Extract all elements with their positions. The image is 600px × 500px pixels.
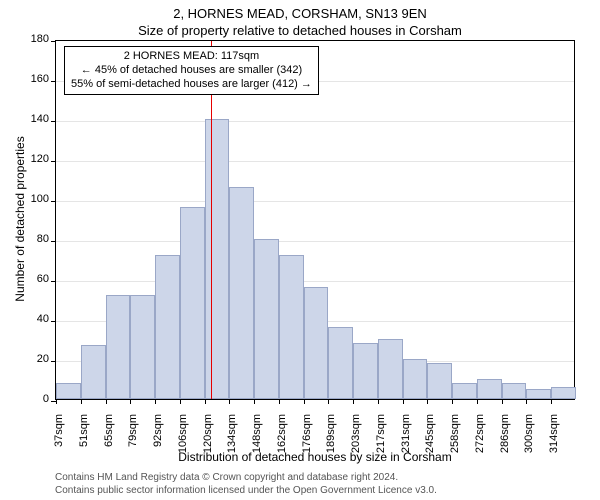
x-tick bbox=[551, 399, 552, 404]
x-tick bbox=[279, 399, 280, 404]
x-tick-label: 37sqm bbox=[53, 414, 65, 464]
x-tick-label: 120sqm bbox=[202, 414, 214, 464]
x-tick bbox=[452, 399, 453, 404]
x-tick-label: 300sqm bbox=[523, 414, 535, 464]
histogram-bar bbox=[106, 295, 131, 399]
x-tick-label: 162sqm bbox=[276, 414, 288, 464]
x-tick-label: 217sqm bbox=[375, 414, 387, 464]
callout-box: 2 HORNES MEAD: 117sqm← 45% of detached h… bbox=[64, 46, 319, 95]
y-tick bbox=[51, 361, 56, 362]
x-tick bbox=[304, 399, 305, 404]
histogram-bar bbox=[477, 379, 502, 399]
y-tick-label: 120 bbox=[23, 153, 49, 165]
histogram-bar bbox=[328, 327, 353, 399]
page-title-line2: Size of property relative to detached ho… bbox=[0, 21, 600, 38]
footer-line2: Contains public sector information licen… bbox=[55, 485, 437, 498]
x-tick bbox=[205, 399, 206, 404]
x-tick bbox=[328, 399, 329, 404]
histogram-bar bbox=[304, 287, 329, 399]
x-tick-label: 272sqm bbox=[474, 414, 486, 464]
x-tick bbox=[130, 399, 131, 404]
x-tick-label: 245sqm bbox=[424, 414, 436, 464]
x-tick-label: 51sqm bbox=[78, 414, 90, 464]
y-tick-label: 140 bbox=[23, 113, 49, 125]
x-tick-label: 134sqm bbox=[226, 414, 238, 464]
histogram-bar bbox=[353, 343, 378, 399]
y-tick-label: 100 bbox=[23, 193, 49, 205]
histogram-bar bbox=[130, 295, 155, 399]
x-tick-label: 258sqm bbox=[449, 414, 461, 464]
y-tick-label: 40 bbox=[23, 313, 49, 325]
x-tick bbox=[378, 399, 379, 404]
footer-line1: Contains HM Land Registry data © Crown c… bbox=[55, 472, 437, 485]
gridline bbox=[56, 121, 574, 122]
x-tick-label: 231sqm bbox=[400, 414, 412, 464]
x-tick bbox=[526, 399, 527, 404]
histogram-bar bbox=[56, 383, 81, 399]
x-tick-label: 314sqm bbox=[548, 414, 560, 464]
histogram-bar bbox=[427, 363, 452, 399]
histogram-bar bbox=[254, 239, 279, 399]
plot-area: 2 HORNES MEAD: 117sqm← 45% of detached h… bbox=[55, 40, 575, 400]
x-tick-label: 92sqm bbox=[152, 414, 164, 464]
gridline bbox=[56, 161, 574, 162]
histogram-bar bbox=[155, 255, 180, 399]
y-tick-label: 0 bbox=[23, 393, 49, 405]
y-tick-label: 160 bbox=[23, 73, 49, 85]
histogram-bar bbox=[403, 359, 428, 399]
x-tick bbox=[229, 399, 230, 404]
x-tick bbox=[403, 399, 404, 404]
y-tick bbox=[51, 121, 56, 122]
gridline bbox=[56, 281, 574, 282]
page-title-line1: 2, HORNES MEAD, CORSHAM, SN13 9EN bbox=[0, 0, 600, 21]
y-tick-label: 180 bbox=[23, 33, 49, 45]
x-tick-label: 79sqm bbox=[127, 414, 139, 464]
callout-line3: 55% of semi-detached houses are larger (… bbox=[71, 78, 312, 92]
y-tick bbox=[51, 321, 56, 322]
y-tick-label: 20 bbox=[23, 353, 49, 365]
histogram-bar bbox=[551, 387, 576, 399]
x-tick bbox=[155, 399, 156, 404]
y-tick bbox=[51, 281, 56, 282]
histogram-bar bbox=[205, 119, 230, 399]
x-tick bbox=[81, 399, 82, 404]
x-tick bbox=[353, 399, 354, 404]
x-tick bbox=[56, 399, 57, 404]
x-tick bbox=[106, 399, 107, 404]
histogram-bar bbox=[378, 339, 403, 399]
histogram-bar bbox=[279, 255, 304, 399]
x-tick-label: 189sqm bbox=[325, 414, 337, 464]
histogram-bar bbox=[229, 187, 254, 399]
x-tick-label: 106sqm bbox=[177, 414, 189, 464]
histogram-bar bbox=[526, 389, 551, 399]
callout-line1: 2 HORNES MEAD: 117sqm bbox=[71, 50, 312, 64]
x-tick bbox=[477, 399, 478, 404]
gridline bbox=[56, 201, 574, 202]
y-tick bbox=[51, 161, 56, 162]
y-tick bbox=[51, 241, 56, 242]
y-tick bbox=[51, 41, 56, 42]
histogram-bar bbox=[502, 383, 527, 399]
y-tick-label: 80 bbox=[23, 233, 49, 245]
histogram-bar bbox=[452, 383, 477, 399]
chart-container: 2, HORNES MEAD, CORSHAM, SN13 9EN Size o… bbox=[0, 0, 600, 500]
y-tick-label: 60 bbox=[23, 273, 49, 285]
x-tick bbox=[254, 399, 255, 404]
x-tick bbox=[502, 399, 503, 404]
histogram-bar bbox=[180, 207, 205, 399]
y-axis-title: Number of detached properties bbox=[13, 49, 27, 389]
x-tick-label: 286sqm bbox=[499, 414, 511, 464]
y-tick bbox=[51, 201, 56, 202]
y-tick bbox=[51, 81, 56, 82]
x-tick bbox=[180, 399, 181, 404]
x-tick-label: 65sqm bbox=[103, 414, 115, 464]
x-tick-label: 176sqm bbox=[301, 414, 313, 464]
gridline bbox=[56, 241, 574, 242]
x-tick-label: 148sqm bbox=[251, 414, 263, 464]
histogram-bar bbox=[81, 345, 106, 399]
x-tick-label: 203sqm bbox=[350, 414, 362, 464]
footer-text: Contains HM Land Registry data © Crown c… bbox=[55, 472, 437, 497]
callout-line2: ← 45% of detached houses are smaller (34… bbox=[71, 64, 312, 78]
x-tick bbox=[427, 399, 428, 404]
